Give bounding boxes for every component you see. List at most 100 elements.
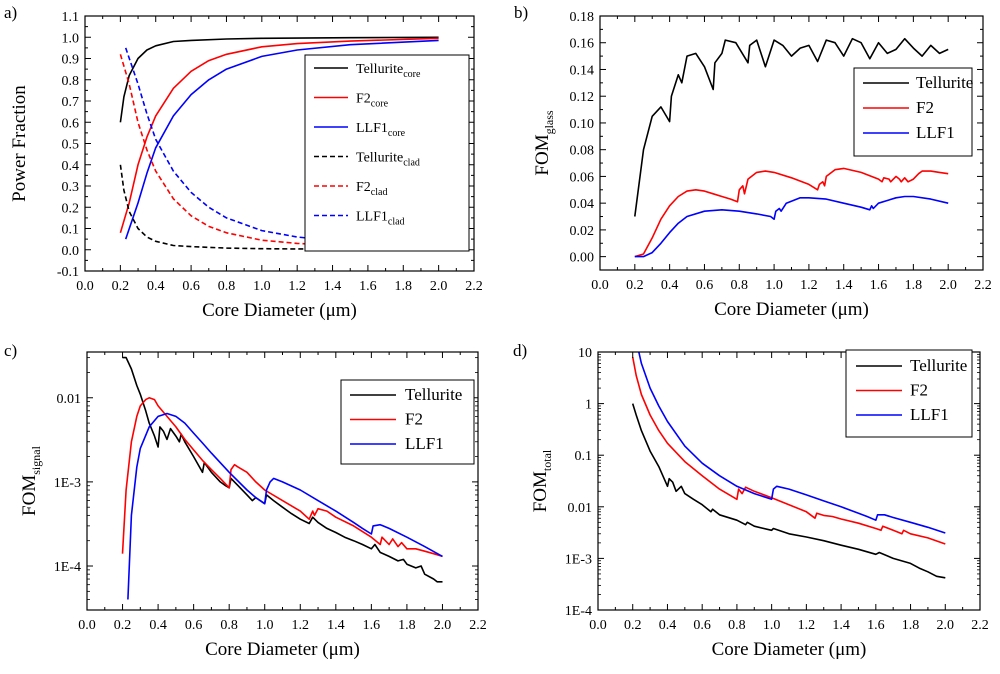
x-tick-label: 0.6 (696, 278, 714, 293)
y-tick-label: 0.10 (570, 117, 595, 132)
x-tick-label: 0.0 (589, 618, 607, 633)
x-tick-label: 0.0 (591, 278, 609, 293)
x-tick-label: 1.8 (905, 278, 923, 293)
legend-box (340, 379, 475, 465)
x-tick-label: 1.8 (902, 618, 920, 633)
legend-label: Tellurite (916, 73, 973, 92)
y-axis-label-main: FOM (19, 475, 40, 516)
legend-box (304, 54, 470, 252)
x-tick-label: 1.4 (324, 279, 342, 294)
x-tick-label: 2.0 (430, 279, 448, 294)
series-line-llf1-core (124, 39, 439, 240)
x-tick-label: 1.4 (327, 618, 345, 633)
legend: Tellurite F2 LLF1 (845, 349, 973, 438)
y-tick-label: 0.01 (57, 392, 82, 407)
y-tick-label: 1E-4 (54, 560, 81, 575)
x-tick-label: 0.6 (185, 618, 203, 633)
y-axis-label-subscript: total (540, 449, 554, 471)
legend-label-subscript: core (403, 69, 421, 80)
x-tick-label: 0.2 (112, 279, 130, 294)
x-tick-label: 1.0 (765, 278, 783, 293)
x-tick-label: 0.0 (76, 279, 94, 294)
y-tick-label: 0.08 (570, 144, 595, 159)
y-tick-label: 0.4 (62, 159, 80, 174)
y-tick-label: 0.8 (62, 74, 80, 89)
x-tick-label: 0.8 (728, 618, 746, 633)
legend-label: F2 (910, 381, 928, 400)
x-tick-label: 2.0 (939, 278, 957, 293)
series-line-llf1 (634, 195, 949, 258)
x-axis-label: Core Diameter (μm) (205, 639, 360, 660)
legend-label-main: LLF1 (356, 121, 388, 136)
panel-label: b) (514, 3, 528, 22)
x-tick-label: 0.0 (78, 618, 96, 633)
x-tick-label: 0.6 (693, 618, 711, 633)
legend-label: F2 (405, 410, 423, 429)
y-tick-label: 1 (585, 398, 592, 413)
legend-label-subscript: clad (388, 217, 405, 228)
x-tick-label: 1.6 (870, 278, 888, 293)
legend-label-main: LLF1 (405, 434, 444, 453)
x-tick-label: 0.4 (147, 279, 165, 294)
x-tick-label: 1.4 (832, 618, 850, 633)
chart-panel-4: d) 0.0 0.2 0.4 0.6 0.8 1.0 1.2 1.4 1.6 1.8 2.0 2.2 1E… (513, 341, 989, 660)
y-axis-label-main: FOM (530, 471, 551, 512)
x-tick-label: 1.4 (835, 278, 853, 293)
series-line-f2 (631, 356, 946, 545)
y-tick-label: 1E-3 (54, 476, 81, 491)
series-line-f2-clad (119, 54, 439, 250)
x-tick-label: 0.8 (220, 618, 238, 633)
x-axis-label: Core Diameter (μm) (712, 639, 867, 660)
y-tick-label: 0.02 (570, 224, 595, 239)
y-tick-label: 1.0 (62, 31, 80, 46)
y-tick-label: 0.18 (570, 10, 595, 25)
series-line-llf1 (127, 412, 443, 600)
y-tick-label: 1E-4 (565, 604, 592, 619)
series-line-f2-core (119, 37, 439, 234)
legend-label-main: F2 (405, 410, 423, 429)
y-tick-label: 0.6 (62, 116, 80, 131)
series-group (121, 356, 443, 600)
x-tick-label: 1.6 (363, 618, 381, 633)
y-axis-label-subscript: glass (542, 110, 556, 134)
legend-label-main: F2 (356, 92, 371, 107)
x-tick-label: 1.2 (798, 618, 816, 633)
x-tick-label: 2.2 (465, 279, 483, 294)
panel-label: a) (4, 3, 17, 22)
x-axis-label: Core Diameter (μm) (714, 299, 869, 320)
x-tick-label: 1.0 (256, 618, 274, 633)
x-tick-label: 1.6 (867, 618, 885, 633)
y-tick-label: 0.00 (570, 251, 595, 266)
series-line-tellurite (631, 403, 946, 579)
legend-label-main: F2 (356, 180, 371, 195)
y-tick-label: 1.1 (62, 10, 80, 25)
y-tick-label: 0.1 (575, 449, 593, 464)
x-tick-label: 1.2 (292, 618, 310, 633)
x-tick-label: 2.2 (974, 278, 992, 293)
x-tick-label: 0.6 (182, 279, 200, 294)
x-tick-label: 2.0 (434, 618, 452, 633)
x-tick-label: 1.0 (763, 618, 781, 633)
x-tick-label: 0.4 (659, 618, 677, 633)
legend-label: LLF1 (405, 434, 444, 453)
x-tick-label: 1.6 (359, 279, 377, 294)
legend-label-main: Tellurite (405, 385, 462, 404)
y-tick-label: 0.06 (570, 170, 595, 185)
legend-label: LLF1clad (356, 210, 405, 228)
legend: Tellurite F2 LLF1 (340, 379, 475, 465)
series-line-llf1 (638, 352, 946, 534)
legend: TelluritecoreF2coreLLF1coreTelluriteclad… (304, 54, 470, 252)
y-tick-label: 1E-3 (565, 552, 592, 567)
chart-panel-3: c) 0.0 0.2 0.4 0.6 0.8 1.0 1.2 1.4 1.6 1.8 2.0 2.2 1E… (4, 341, 487, 660)
legend-label-subscript: core (388, 128, 406, 139)
y-tick-label: 0.16 (570, 37, 595, 52)
legend-label: Telluritecore (356, 62, 421, 80)
y-tick-label: 0.14 (570, 63, 595, 78)
panel-label: d) (513, 341, 527, 360)
legend-label: F2 (916, 98, 934, 117)
series-group (119, 36, 439, 251)
legend-label: LLF1core (356, 121, 406, 139)
x-tick-label: 0.2 (624, 618, 642, 633)
y-tick-label: 0.9 (62, 53, 80, 68)
y-tick-label: 0.0 (62, 244, 80, 259)
